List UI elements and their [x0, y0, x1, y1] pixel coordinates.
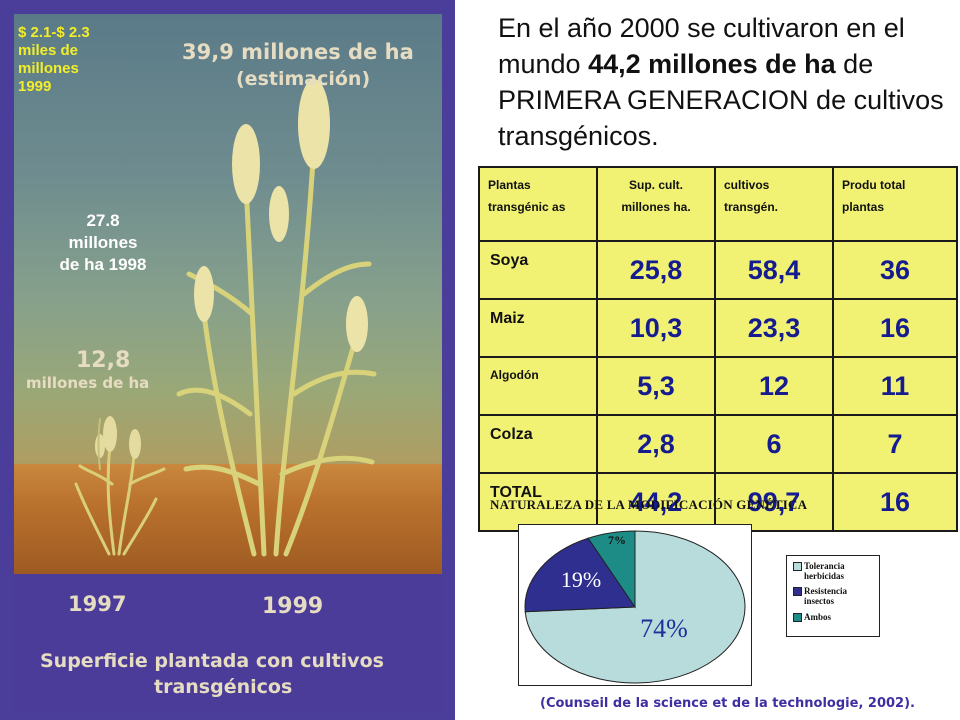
row-name: Algodón — [478, 356, 598, 416]
pie-data-label: 74% — [640, 614, 688, 643]
table-row: Maiz 10,3 23,3 16 — [478, 298, 958, 358]
cell-cult: 58,4 — [714, 240, 834, 300]
crop-table: Plantas transgénic as Sup. cult. millone… — [478, 166, 958, 532]
legend-label: Resistencia insectos — [804, 586, 847, 606]
table-row: Colza 2,8 6 7 — [478, 414, 958, 474]
legend-label: Ambos — [804, 612, 832, 622]
table-row: Soya 25,8 58,4 36 — [478, 240, 958, 300]
table-header-row: Plantas transgénic as Sup. cult. millone… — [478, 166, 958, 242]
tall-plant-1999 — [176, 141, 377, 557]
legend-label: Tolerancia herbicidas — [804, 561, 845, 581]
cell-cult: 6 — [714, 414, 834, 474]
cell-sup: 25,8 — [596, 240, 716, 300]
table-row: Algodón 5,3 12 11 — [478, 356, 958, 416]
headline: En el año 2000 se cultivaron en el mundo… — [498, 10, 948, 154]
area-1998-label: 27.8 millones de ha 1998 — [59, 211, 147, 274]
legend-swatch — [793, 587, 802, 596]
source-citation: (Counseil de la science et de la technol… — [540, 696, 915, 711]
poster-left-label-2: millones de ha — [26, 374, 150, 392]
price-note: $ 2.1-$ 2.3 miles de millones 1999 — [18, 24, 90, 95]
poster-top-label: 39,9 millones de ha — [182, 40, 414, 64]
pie-data-label: 19% — [561, 567, 601, 592]
cell-cult: 99,7 — [714, 472, 834, 532]
poster-image: 39,9 millones de ha (estimación) 12,8 mi… — [0, 0, 455, 720]
header-plantas: Plantas transgénic as — [478, 166, 598, 242]
poster-left-label-1: 12,8 — [76, 348, 131, 373]
pie-chart: 74% 19% 7% — [524, 530, 746, 684]
poster-caption-1: Superficie plantada con cultivos — [40, 650, 384, 672]
poster-sky — [14, 14, 442, 484]
cell-prod: 7 — [832, 414, 958, 474]
cell-prod: 16 — [832, 298, 958, 358]
header-produ-total: Produ total plantas — [832, 166, 958, 242]
row-name: Soya — [478, 240, 598, 300]
legend-swatch — [793, 562, 802, 571]
poster-top-label-2: (estimación) — [236, 68, 371, 90]
cell-sup: 10,3 — [596, 298, 716, 358]
cell-prod: 11 — [832, 356, 958, 416]
legend-swatch — [793, 613, 802, 622]
row-name: Colza — [478, 414, 598, 474]
cell-prod: 16 — [832, 472, 958, 532]
pie-data-label: 7% — [608, 533, 626, 547]
cell-sup: 5,3 — [596, 356, 716, 416]
header-cultivos: cultivos transgén. — [714, 166, 834, 242]
poster-caption-band — [14, 574, 442, 714]
cell-prod: 36 — [832, 240, 958, 300]
cell-cult: 12 — [714, 356, 834, 416]
pie-chart-box: 74% 19% 7% — [518, 524, 752, 686]
header-sup-cult: Sup. cult. millones ha. — [596, 166, 716, 242]
poster-year-1997: 1997 — [68, 592, 127, 616]
pie-slice-ambos — [587, 530, 636, 609]
poster-year-1999: 1999 — [262, 594, 324, 619]
pie-slice-resistencia — [524, 537, 636, 613]
headline-part-2: de PRIMERA GENERACION de cultivos transg… — [498, 49, 944, 151]
cell-sup: 2,8 — [596, 414, 716, 474]
headline-part-1: En el año 2000 se cultivaron en el mundo — [498, 13, 905, 79]
plant-illustration — [74, 79, 377, 557]
poster-frame: 39,9 millones de ha (estimación) 12,8 mi… — [14, 14, 442, 714]
poster-caption-2: transgénicos — [154, 676, 293, 698]
cell-cult: 23,3 — [714, 298, 834, 358]
poster-soil — [14, 464, 442, 574]
chart-title: NATURALEZA DE LA MODIFICACIÓN GENÉTICA — [490, 497, 808, 512]
chart-legend: Tolerancia herbicidas Resistencia insect… — [786, 555, 880, 637]
row-name: Maiz — [478, 298, 598, 358]
small-plant-1997 — [74, 442, 166, 556]
headline-bold: 44,2 millones de ha — [588, 49, 836, 79]
